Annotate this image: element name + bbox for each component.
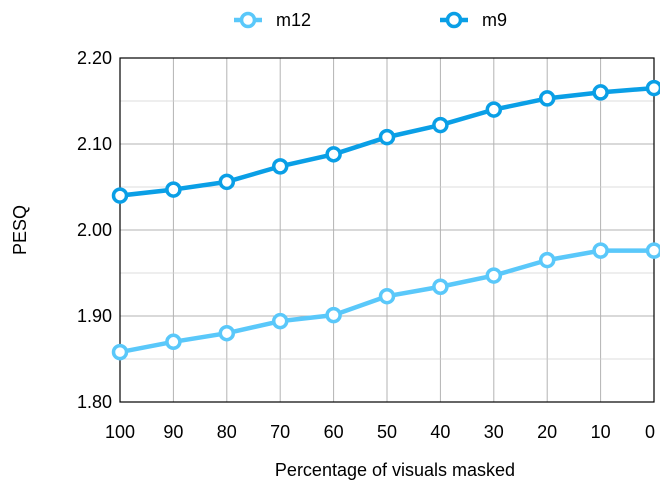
data-point	[378, 287, 396, 305]
data-point	[325, 306, 342, 324]
data-point	[111, 187, 129, 204]
data-point	[592, 242, 609, 259]
x-tick-label: 50	[377, 422, 397, 442]
data-point	[645, 242, 660, 259]
x-tick-label: 0	[645, 422, 655, 442]
data-point	[538, 90, 556, 107]
legend-point-marker	[445, 11, 463, 29]
x-tick-label: 100	[105, 422, 135, 442]
x-tick-label: 60	[324, 422, 344, 442]
legend-item-m9: m9	[440, 10, 507, 30]
x-tick-label: 30	[484, 422, 504, 442]
y-axis-tick-labels: 1.80 1.90 2.00 2.10 2.20	[77, 48, 112, 412]
y-tick-label: 2.10	[77, 134, 112, 154]
series-lines	[111, 79, 660, 361]
x-axis-tick-labels: 100 90 80 70 60 50 40 30 20 10 0	[105, 422, 655, 442]
data-point	[271, 158, 289, 175]
y-axis-title: PESQ	[10, 205, 30, 255]
y-tick-label: 2.00	[77, 220, 112, 240]
legend-point-marker	[239, 11, 257, 29]
series-m12	[111, 242, 660, 361]
data-point	[378, 128, 396, 146]
data-point	[165, 181, 182, 198]
data-point	[485, 101, 503, 118]
data-point	[271, 312, 289, 330]
data-point	[485, 267, 503, 284]
data-point	[538, 251, 556, 269]
x-axis-title: Percentage of visuals masked	[275, 460, 515, 480]
data-point	[111, 343, 129, 361]
y-tick-label: 1.90	[77, 306, 112, 326]
data-point	[432, 278, 449, 296]
series-m9	[111, 79, 660, 204]
data-point	[432, 116, 449, 134]
x-tick-label: 90	[163, 422, 183, 442]
y-tick-label: 1.80	[77, 392, 112, 412]
data-point	[592, 84, 609, 101]
x-tick-label: 70	[270, 422, 290, 442]
x-tick-label: 80	[217, 422, 237, 442]
x-tick-label: 40	[430, 422, 450, 442]
plot-area-frame	[119, 57, 655, 403]
data-point	[325, 146, 342, 163]
legend: m12 m9	[234, 10, 507, 30]
y-tick-label: 2.20	[77, 48, 112, 68]
data-point	[645, 79, 660, 97]
legend-label: m12	[276, 10, 311, 30]
legend-label: m9	[482, 10, 507, 30]
data-point	[218, 173, 236, 191]
x-tick-label: 20	[537, 422, 557, 442]
grid-lines	[119, 57, 655, 403]
legend-item-m12: m12	[234, 10, 311, 30]
data-point	[165, 333, 182, 351]
x-tick-label: 10	[591, 422, 611, 442]
data-point	[218, 324, 236, 342]
